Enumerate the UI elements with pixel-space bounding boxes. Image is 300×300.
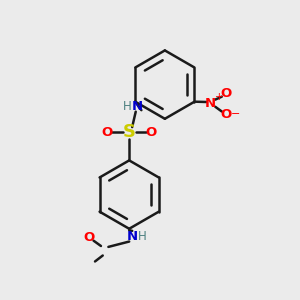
Text: N: N xyxy=(205,97,216,110)
Text: H: H xyxy=(138,230,147,243)
Text: O: O xyxy=(83,231,95,244)
Text: H: H xyxy=(123,100,132,113)
Text: O: O xyxy=(220,108,232,121)
Text: O: O xyxy=(101,126,112,139)
Text: S: S xyxy=(123,123,136,141)
Text: +: + xyxy=(215,92,224,102)
Text: N: N xyxy=(127,230,138,243)
Text: O: O xyxy=(146,126,157,139)
Text: N: N xyxy=(132,100,143,113)
Text: −: − xyxy=(230,110,240,119)
Text: O: O xyxy=(220,87,232,100)
